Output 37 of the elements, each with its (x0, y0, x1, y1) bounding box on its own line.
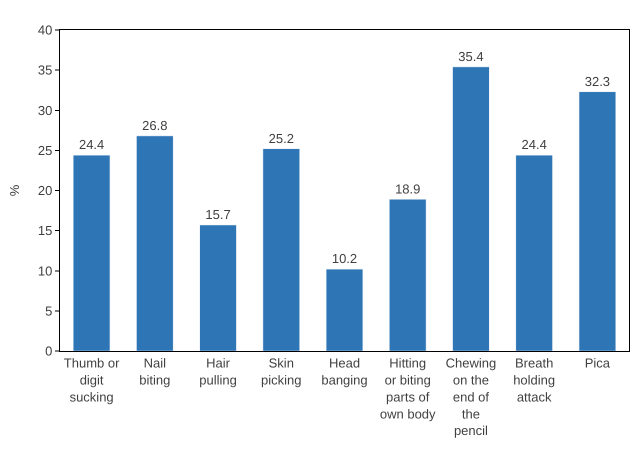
x-tick-label: Breath holding attack (513, 356, 556, 404)
data-label: 24.4 (522, 137, 547, 152)
y-tick-label: 5 (45, 303, 52, 318)
data-label: 24.4 (78, 137, 104, 152)
x-tick-label: Hair pulling (199, 356, 237, 388)
x-tick-label: Hitting or biting parts of own body (380, 356, 436, 422)
bar (389, 199, 426, 351)
data-label: 18.9 (395, 181, 420, 196)
y-tick-label: 40 (38, 22, 52, 38)
bar (326, 268, 364, 351)
bar (136, 136, 174, 351)
y-tick-label: 10 (38, 263, 52, 278)
bar (578, 92, 616, 351)
data-label: 10.2 (332, 251, 358, 266)
data-label: 35.4 (458, 48, 484, 64)
y-tick-label: 35 (38, 62, 52, 78)
data-label: 32.3 (584, 74, 610, 89)
y-tick-label: 30 (38, 102, 52, 118)
bar (73, 154, 110, 351)
x-tick-label: Skin picking (261, 356, 302, 388)
y-tick-label: 20 (38, 183, 52, 198)
data-label: 26.8 (142, 118, 168, 133)
bar (262, 148, 300, 351)
bar (516, 154, 553, 351)
x-tick-label: Head banging (321, 356, 368, 388)
y-tick-label: 25 (38, 142, 52, 158)
bar (199, 224, 237, 351)
x-tick-label: Nail biting (139, 356, 170, 388)
y-tick-label: 0 (45, 344, 52, 359)
x-tick-label: Pica (584, 356, 611, 371)
x-tick-label: Chewing on the end of the pencil (446, 356, 496, 438)
y-tick-label: 15 (38, 223, 52, 238)
bar (452, 66, 490, 351)
data-label: 15.7 (205, 207, 231, 222)
y-axis-title: % (6, 184, 22, 196)
data-label: 25.2 (268, 130, 294, 146)
x-tick-label: Thumb or digit sucking (64, 356, 120, 404)
